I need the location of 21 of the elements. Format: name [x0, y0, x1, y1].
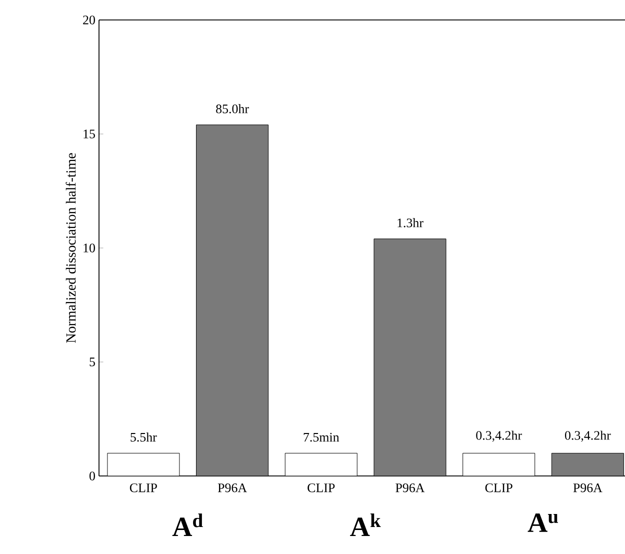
- y-axis-title: Normalized dissociation half-time: [66, 153, 76, 343]
- annotation: 7.5min: [304, 432, 340, 442]
- annotation: 0.3,4.2hr: [564, 430, 611, 442]
- text: A$^{k}$: [350, 514, 381, 536]
- y-tick-label: 15: [84, 130, 95, 138]
- text: A$^{d}$: [172, 514, 203, 536]
- x-tick-label: CLIP: [485, 484, 512, 492]
- annotation: 1.3hr: [398, 218, 424, 228]
- x-tick-label: CLIP: [308, 484, 335, 492]
- y-tick-label: 5: [90, 358, 95, 366]
- annotation: 85.0hr: [216, 104, 249, 114]
- text: A$^{u}$: [528, 514, 558, 532]
- x-tick-label: P96A: [218, 484, 247, 492]
- annotation: 0.3,4.2hr: [476, 430, 522, 442]
- x-tick-label: CLIP: [130, 484, 157, 492]
- y-tick-label: 20: [83, 16, 95, 24]
- annotation: 5.5hr: [130, 432, 157, 442]
- x-tick-label: P96A: [573, 484, 602, 492]
- x-tick-label: P96A: [396, 484, 425, 492]
- y-tick-label: 0: [90, 472, 95, 480]
- y-tick-label: 10: [84, 244, 95, 252]
